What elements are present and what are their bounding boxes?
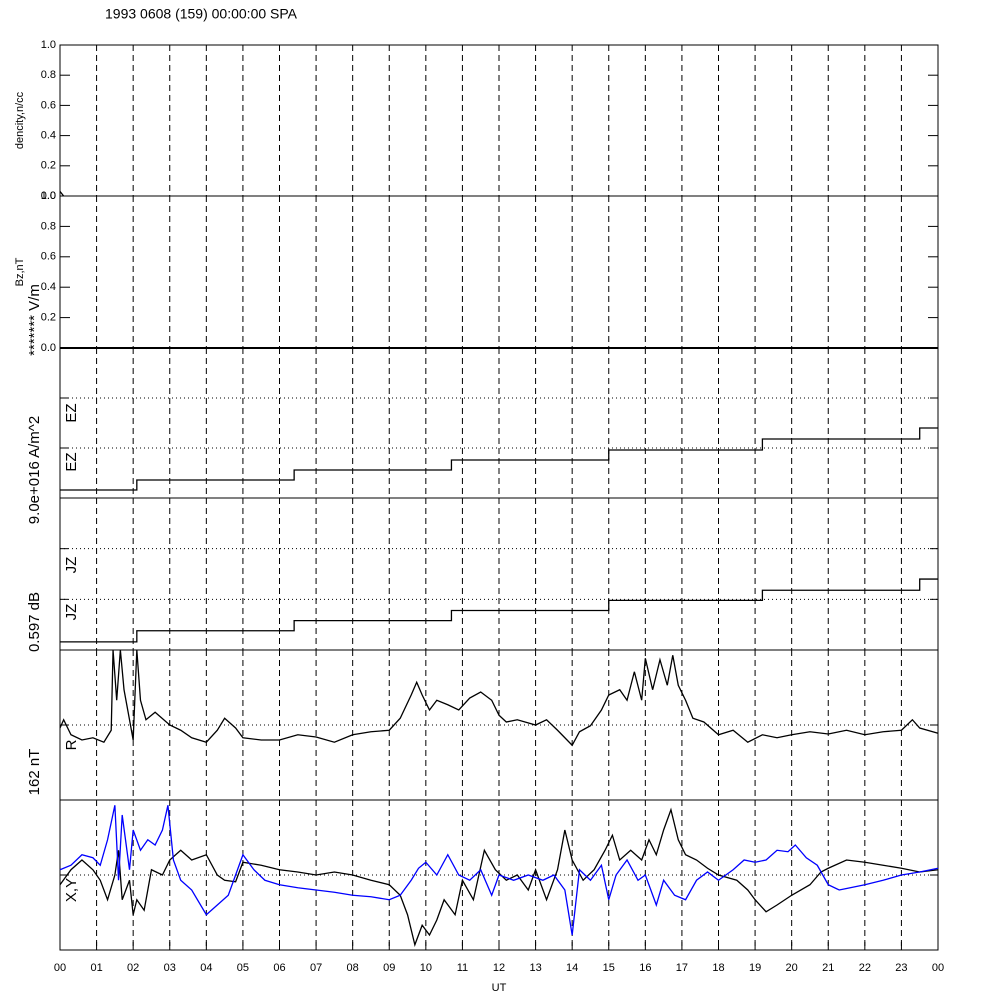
series-line bbox=[59, 191, 65, 197]
x-tick-label: 06 bbox=[273, 962, 285, 974]
series-line bbox=[60, 578, 938, 643]
x-tick-label: 03 bbox=[164, 962, 176, 974]
y-tick-label: 0.8 bbox=[41, 220, 56, 232]
y-tick-label: 0.8 bbox=[41, 69, 56, 81]
y-tick-label: 0.6 bbox=[41, 99, 56, 111]
scale-label: 162 nT bbox=[26, 749, 43, 796]
panel-label: R bbox=[63, 739, 80, 750]
scale-label: 9.0e+016 A/m^2 bbox=[26, 416, 43, 524]
y-axis-label: dencity,n/cc bbox=[14, 91, 26, 149]
x-tick-label: 17 bbox=[676, 962, 688, 974]
x-tick-label: 10 bbox=[420, 962, 432, 974]
y-tick-label: 1.0 bbox=[41, 190, 56, 202]
panel-label: EZ bbox=[63, 452, 80, 471]
panel-label: EZ bbox=[63, 403, 80, 422]
y-tick-label: 0.0 bbox=[41, 342, 56, 354]
x-tick-label: 08 bbox=[347, 962, 359, 974]
x-tick-label: 19 bbox=[749, 962, 761, 974]
scale-label: 0.597 dB bbox=[26, 592, 43, 652]
x-tick-label: 15 bbox=[603, 962, 615, 974]
y-tick-label: 0.4 bbox=[41, 281, 56, 293]
x-tick-label: 14 bbox=[566, 962, 578, 974]
series-line bbox=[59, 805, 939, 936]
x-tick-label: 02 bbox=[127, 962, 139, 974]
x-tick-label: 00 bbox=[932, 962, 944, 974]
x-tick-label: 20 bbox=[786, 962, 798, 974]
series-line bbox=[60, 427, 938, 491]
x-tick-label: 22 bbox=[859, 962, 871, 974]
y-axis-label: Bz,nT bbox=[14, 257, 26, 286]
x-tick-label: 16 bbox=[639, 962, 651, 974]
x-tick-label: 11 bbox=[457, 962, 468, 974]
x-tick-label: 01 bbox=[90, 962, 102, 974]
y-tick-label: 0.6 bbox=[41, 251, 56, 263]
y-tick-label: 0.0 bbox=[41, 190, 56, 202]
x-tick-label: 07 bbox=[310, 962, 322, 974]
panel-label: X,Y bbox=[63, 878, 80, 902]
y-tick-label: 0.2 bbox=[41, 312, 56, 324]
chart-title: 1993 0608 (159) 00:00:00 SPA bbox=[105, 6, 298, 22]
y-tick-label: 0.2 bbox=[41, 160, 56, 172]
x-tick-label: 18 bbox=[712, 962, 724, 974]
x-tick-label: 05 bbox=[237, 962, 249, 974]
x-tick-label: 00 bbox=[54, 962, 66, 974]
x-tick-label: 12 bbox=[493, 962, 505, 974]
x-tick-label: 04 bbox=[200, 962, 212, 974]
y-tick-label: 0.4 bbox=[41, 130, 56, 142]
y-tick-label: 1.0 bbox=[41, 39, 56, 51]
series-line bbox=[59, 649, 939, 747]
x-tick-label: 09 bbox=[383, 962, 395, 974]
series-line bbox=[59, 807, 939, 947]
x-axis-label: UT bbox=[492, 982, 507, 994]
x-tick-label: 21 bbox=[822, 962, 834, 974]
x-tick-label: 23 bbox=[895, 962, 907, 974]
panel-label: JZ bbox=[63, 557, 80, 574]
scale-label: ******* V/m bbox=[26, 284, 43, 356]
panel-label: JZ bbox=[63, 604, 80, 621]
x-tick-label: 13 bbox=[529, 962, 541, 974]
